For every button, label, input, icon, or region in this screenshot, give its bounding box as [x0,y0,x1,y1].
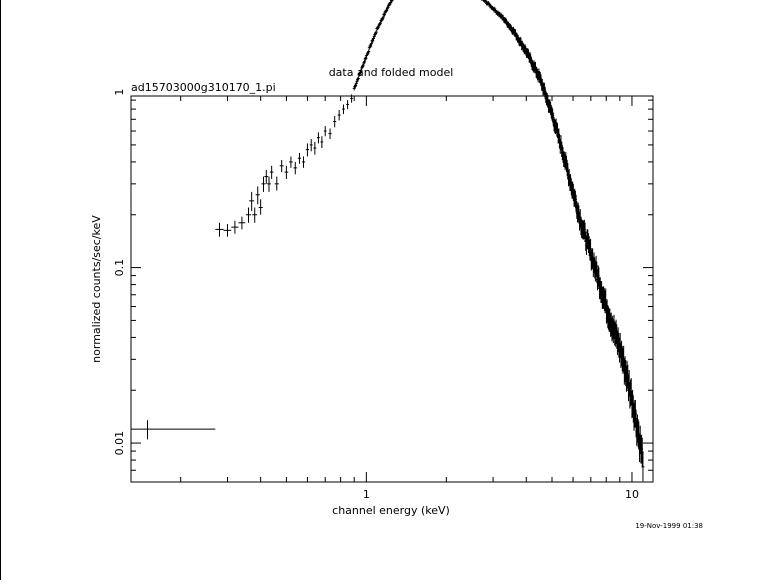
y-tick-label: 1 [113,89,126,96]
data-point [333,116,336,127]
data-point [342,104,345,114]
data-point [252,207,257,222]
x-tick-label: 1 [363,488,370,501]
data-point [246,207,251,222]
y-tick-label: 0.1 [113,259,126,277]
data-point [317,132,320,143]
y-tick-label: 0.01 [113,431,126,456]
x-axis-label: channel energy (keV) [332,504,450,517]
data-point [310,139,313,151]
data-point [264,170,268,184]
timestamp-label: 19-Nov-1999 01:38 [635,522,703,530]
data-point [338,110,341,120]
data-point [313,142,316,155]
y-axis-label: normalized counts/sec/keV [90,215,103,363]
data-point [306,143,309,156]
data-point [294,162,297,174]
data-point [256,186,260,204]
data-point [285,166,289,179]
data-point [298,153,301,164]
data-point [262,177,266,192]
data-point [131,420,215,439]
chart-title: data and folded model [329,66,454,79]
data-point [324,126,327,136]
plot-frame [131,96,653,482]
data-point [275,177,279,191]
data-point [238,217,245,230]
data-point [302,156,305,167]
data-point [328,129,331,140]
data-point [320,136,323,148]
chart-subtitle: ad15703000g310170_1.pi [131,81,276,94]
data-point [224,224,232,237]
axis-layer: 1 10 0.01 0.1 1 [113,89,653,501]
data-point [249,192,254,211]
data-point [270,166,274,179]
data-point [280,160,284,172]
data-point [215,223,223,237]
data-point [289,156,293,167]
data-point [267,177,271,192]
data-point [259,199,263,214]
data-point [346,100,349,109]
x-tick-label: 10 [625,488,639,501]
data-point [231,221,238,234]
